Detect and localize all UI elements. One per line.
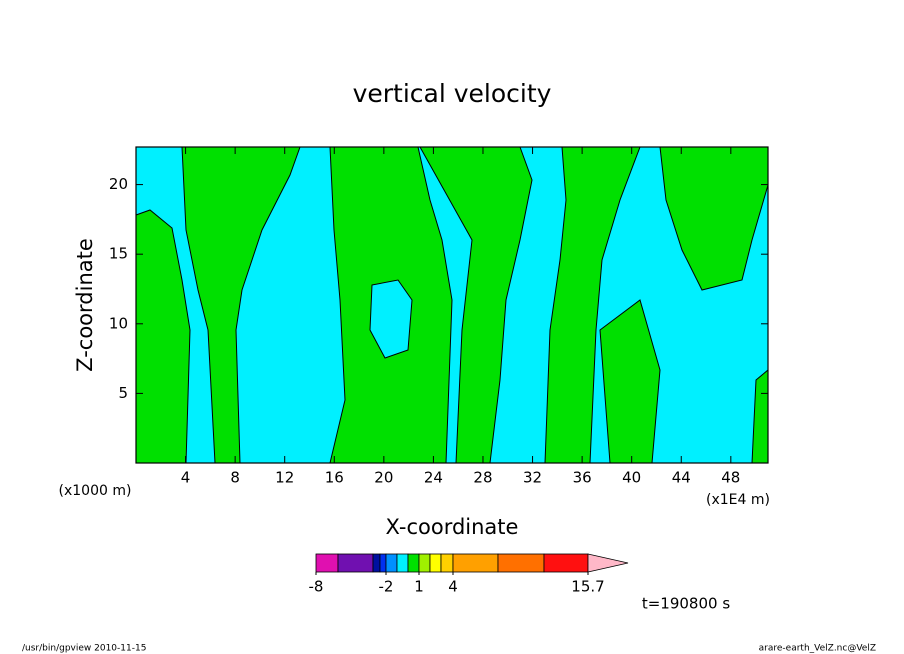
x-tick-label: 16 (325, 469, 344, 487)
colorbar-segment (379, 553, 387, 573)
colorbar-segment (407, 553, 420, 573)
colorbar-tick-label: -8 (309, 578, 324, 596)
colorbar-segment (337, 553, 374, 573)
x-unit: (x1E4 m) (706, 492, 770, 508)
x-tick-label: 24 (424, 469, 443, 487)
colorbar-segment (418, 553, 431, 573)
x-tick-label: 12 (275, 469, 294, 487)
colorbar-tick-label: 4 (448, 578, 458, 596)
x-tick-label: 44 (672, 469, 691, 487)
colorbar-segment (440, 553, 454, 573)
x-tick-label: 32 (523, 469, 542, 487)
colorbar-segment (372, 553, 381, 573)
colorbar-arrow (587, 553, 629, 573)
x-tick-label: 8 (230, 469, 240, 487)
colorbar-segment (385, 553, 398, 573)
plot-frame (135, 146, 769, 464)
colorbar-segment (452, 553, 499, 573)
y-tick-label: 10 (109, 314, 128, 332)
x-tick-label: 48 (721, 469, 740, 487)
contour-region (181, 146, 301, 464)
footer-left: /usr/bin/gpview 2010-11-15 (22, 644, 146, 654)
contour-region (369, 279, 413, 359)
colorbar-tick-label: 15.7 (571, 578, 604, 596)
colorbar-segment (315, 553, 339, 573)
colorbar-segment (429, 553, 442, 573)
y-tick-label: 20 (109, 175, 128, 193)
y-tick-label: 15 (109, 245, 128, 263)
contour-region (599, 299, 661, 464)
x-tick-label: 28 (473, 469, 492, 487)
x-tick-label: 36 (573, 469, 592, 487)
colorbar-tick-label: 1 (414, 578, 424, 596)
colorbar-segment (543, 553, 589, 573)
y-axis-label: Z-coordinate (73, 238, 97, 372)
colorbar: -8 -2 1 4 15.7 (309, 553, 629, 596)
contour-region (419, 146, 533, 464)
colorbar-tick-label: -2 (379, 578, 394, 596)
y-unit: (x1000 m) (59, 483, 132, 499)
y-tick-label: 5 (118, 384, 128, 402)
x-tick-label: 40 (622, 469, 641, 487)
time-label: t=190800 s (642, 595, 730, 613)
contour-field (135, 146, 769, 464)
colorbar-segment (396, 553, 409, 573)
x-tick-label: 20 (374, 469, 393, 487)
colorbar-segment (497, 553, 545, 573)
x-tick-label: 4 (181, 469, 191, 487)
x-axis-label: X-coordinate (386, 515, 519, 539)
footer-right: arare-earth_VelZ.nc@VelZ (759, 644, 876, 654)
chart-title: vertical velocity (353, 79, 552, 108)
